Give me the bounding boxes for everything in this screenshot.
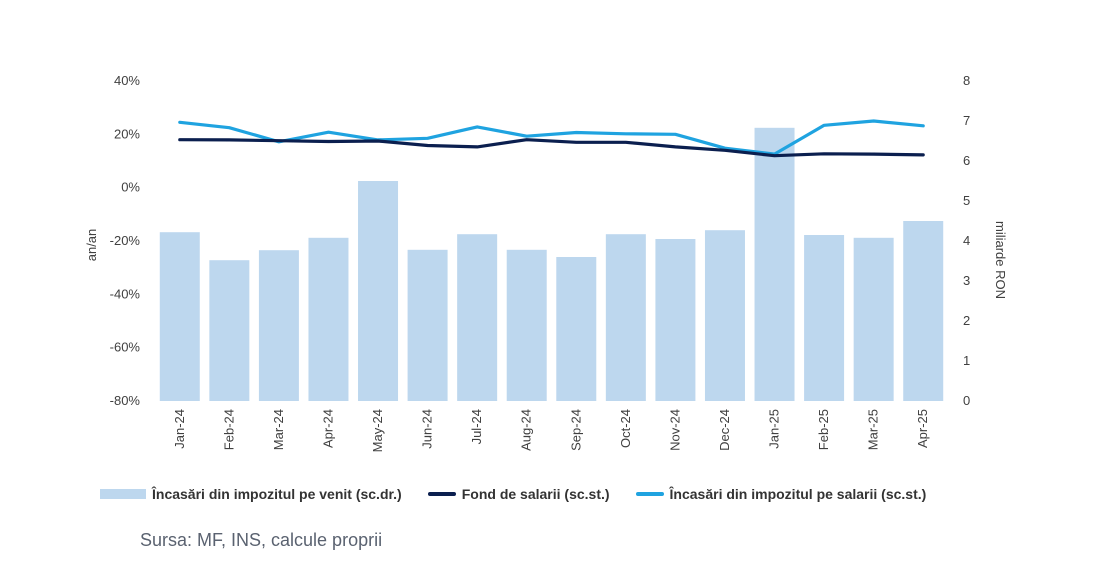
right-axis: 8 7 6 5 4 3 2 1 0 — [963, 73, 970, 408]
x-tick-label: Jan-25 — [767, 409, 782, 449]
x-axis: Jan-24 Feb-24 Mar-24 Apr-24 May-24 Jun-24 Jul-… — [172, 409, 930, 452]
x-tick-label: Feb-24 — [221, 409, 236, 450]
legend: Încasări din impozitul pe venit (sc.dr.)… — [100, 486, 926, 502]
right-tick-label: 0 — [963, 393, 970, 408]
bar-Apr-25 — [903, 221, 944, 401]
bar-Aug-24 — [506, 249, 547, 401]
bar-Dec-24 — [704, 230, 745, 401]
x-tick-label: Aug-24 — [519, 409, 534, 451]
right-tick-label: 7 — [963, 113, 970, 128]
legend-label: Încasări din impozitul pe venit (sc.dr.) — [152, 486, 402, 502]
legend-swatch-bar — [100, 489, 146, 499]
right-tick-label: 8 — [963, 73, 970, 88]
right-tick-label: 6 — [963, 153, 970, 168]
left-tick-label: 0% — [121, 180, 140, 195]
x-tick-label: Jul-24 — [469, 409, 484, 444]
left-axis-title: an/an — [84, 229, 99, 262]
line-wage-fund — [178, 138, 925, 158]
x-tick-label: Jan-24 — [172, 409, 187, 449]
x-tick-label: Oct-24 — [618, 409, 633, 448]
bar-Jan-25 — [754, 127, 795, 402]
x-tick-label: Apr-24 — [320, 409, 335, 448]
left-tick-label: -20% — [110, 233, 141, 248]
x-tick-label: Mar-24 — [271, 409, 286, 450]
bar-Apr-24 — [308, 237, 349, 401]
chart: 40% 20% 0% -20% -40% -60% -80% 8 7 6 5 4 3 2 1 0 Jan-2… — [84, 73, 1008, 452]
bar-Mar-25 — [853, 237, 894, 401]
lines-group — [178, 119, 925, 158]
left-tick-label: 20% — [114, 126, 140, 141]
legend-item-wage-fund: Fond de salarii (sc.st.) — [427, 486, 610, 502]
left-tick-label: -80% — [110, 393, 141, 408]
bar-May-24 — [358, 181, 399, 401]
right-tick-label: 2 — [963, 313, 970, 328]
right-tick-label: 3 — [963, 273, 970, 288]
x-tick-label: Feb-25 — [816, 409, 831, 450]
bar-Mar-24 — [258, 250, 299, 401]
bar-Feb-24 — [209, 260, 250, 401]
x-tick-label: Dec-24 — [717, 409, 732, 451]
legend-item-wage-tax: Încasări din impozitul pe salarii (sc.st… — [635, 486, 927, 502]
x-tick-label: Nov-24 — [667, 409, 682, 451]
right-tick-label: 5 — [963, 193, 970, 208]
right-axis-title: miliarde RON — [993, 221, 1008, 299]
source-note: Sursa: MF, INS, calcule proprii — [140, 530, 383, 550]
legend-swatch-line — [635, 492, 664, 496]
legend-label: Încasări din impozitul pe salarii (sc.st… — [669, 486, 927, 502]
line-wage-tax — [178, 119, 925, 156]
right-tick-label: 1 — [963, 353, 970, 368]
legend-item-income-tax: Încasări din impozitul pe venit (sc.dr.) — [100, 486, 402, 502]
left-tick-label: -60% — [110, 340, 141, 355]
bar-Jun-24 — [407, 249, 448, 401]
x-tick-label: Sep-24 — [568, 409, 583, 451]
legend-swatch-line — [427, 492, 456, 496]
bar-Oct-24 — [605, 234, 646, 401]
x-tick-label: Apr-25 — [915, 409, 930, 448]
x-tick-label: Jun-24 — [420, 409, 435, 449]
bar-Nov-24 — [655, 239, 696, 401]
bar-Sep-24 — [556, 257, 597, 401]
x-tick-label: Mar-25 — [866, 409, 881, 450]
bar-Feb-25 — [804, 235, 845, 401]
bar-Jan-24 — [159, 232, 200, 401]
bar-Jul-24 — [457, 234, 498, 401]
x-tick-label: May-24 — [370, 409, 385, 452]
legend-label: Fond de salarii (sc.st.) — [461, 486, 610, 502]
bars-group — [159, 127, 944, 402]
left-tick-label: -40% — [110, 286, 141, 301]
right-tick-label: 4 — [963, 233, 970, 248]
left-tick-label: 40% — [114, 73, 140, 88]
left-axis: 40% 20% 0% -20% -40% -60% -80% — [110, 73, 141, 408]
